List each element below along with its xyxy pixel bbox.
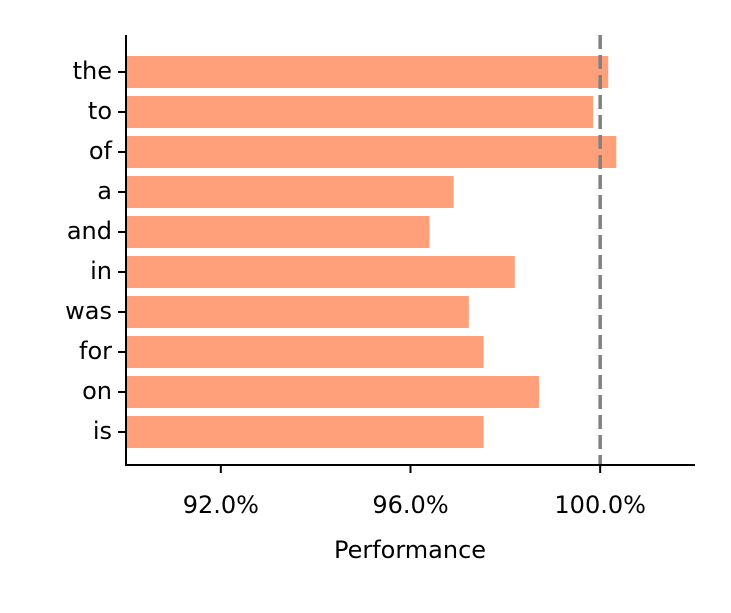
- y-tick-label: for: [79, 337, 112, 365]
- y-tick-label: to: [88, 97, 112, 125]
- x-tick-label: 92.0%: [183, 491, 259, 519]
- y-tick-label: was: [65, 297, 112, 325]
- y-tick-label: in: [90, 257, 112, 285]
- bar: [126, 296, 469, 328]
- x-axis-label: Performance: [334, 536, 486, 564]
- y-tick-label: and: [67, 217, 112, 245]
- bar: [126, 376, 539, 408]
- bar: [126, 336, 484, 368]
- bar: [126, 216, 430, 248]
- y-tick-label: the: [73, 57, 112, 85]
- bar: [126, 96, 594, 128]
- bar: [126, 176, 454, 208]
- bar: [126, 136, 617, 168]
- y-tick-label: is: [93, 417, 112, 445]
- bar: [126, 56, 609, 88]
- bar: [126, 256, 515, 288]
- x-tick-label: 96.0%: [372, 491, 448, 519]
- y-tick-label: a: [97, 177, 112, 205]
- y-tick-label: on: [82, 377, 112, 405]
- bar: [126, 416, 484, 448]
- x-tick-label: 100.0%: [554, 491, 646, 519]
- y-tick-label: of: [89, 137, 113, 165]
